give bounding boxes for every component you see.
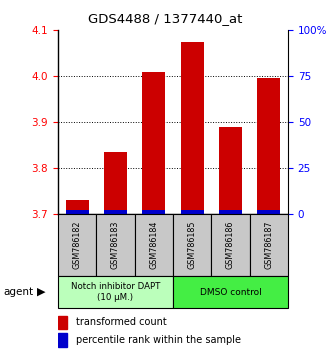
Text: GSM786186: GSM786186 <box>226 221 235 269</box>
Bar <box>142 72 165 214</box>
Bar <box>219 127 242 214</box>
Bar <box>181 42 204 214</box>
Text: GSM786183: GSM786183 <box>111 221 120 269</box>
Bar <box>257 79 280 214</box>
Text: agent: agent <box>3 287 33 297</box>
Bar <box>96 214 135 276</box>
Bar <box>104 152 127 214</box>
Bar <box>219 211 242 214</box>
Bar <box>104 211 127 214</box>
Bar <box>58 276 173 308</box>
Bar <box>211 214 250 276</box>
Bar <box>173 276 288 308</box>
Text: GSM786187: GSM786187 <box>264 221 273 269</box>
Bar <box>58 333 68 347</box>
Text: transformed count: transformed count <box>75 318 166 327</box>
Bar <box>257 211 280 214</box>
Text: percentile rank within the sample: percentile rank within the sample <box>75 335 241 345</box>
Text: GSM786184: GSM786184 <box>149 221 158 269</box>
Bar <box>250 214 288 276</box>
Text: GSM786185: GSM786185 <box>188 221 197 269</box>
Text: GDS4488 / 1377440_at: GDS4488 / 1377440_at <box>88 12 243 25</box>
Text: Notch inhibitor DAPT
(10 μM.): Notch inhibitor DAPT (10 μM.) <box>71 282 160 302</box>
Bar <box>58 316 68 329</box>
Text: DMSO control: DMSO control <box>200 287 261 297</box>
Bar <box>66 211 89 214</box>
Text: ▶: ▶ <box>37 287 46 297</box>
Bar <box>181 211 204 214</box>
Bar <box>173 214 211 276</box>
Bar <box>135 214 173 276</box>
Bar <box>58 214 96 276</box>
Bar <box>66 200 89 214</box>
Bar <box>142 211 165 214</box>
Text: GSM786182: GSM786182 <box>72 221 82 269</box>
